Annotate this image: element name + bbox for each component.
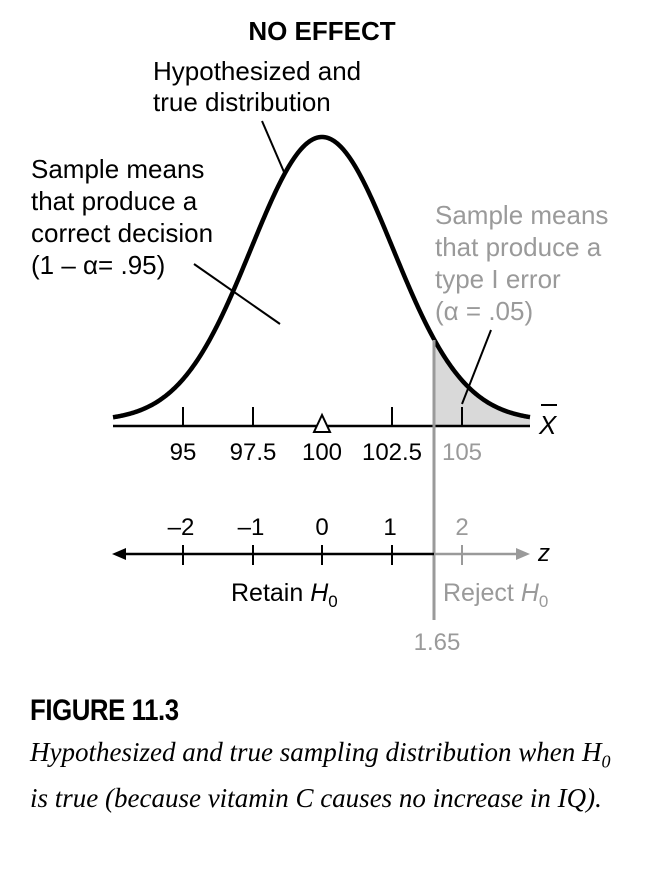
- error-label-line1: Sample means: [435, 200, 608, 230]
- diagram-title: NO EFFECT: [248, 16, 395, 46]
- figure-caption-text: Hypothesized and true sampling distribut…: [30, 734, 630, 817]
- caption-part2: is true (because vitamin C causes no inc…: [30, 783, 602, 814]
- distribution-label-line2: true distribution: [153, 87, 331, 117]
- z-axis-right-arrow: [516, 548, 530, 560]
- correct-label-line2: that produce a: [31, 186, 198, 216]
- distribution-label-line1: Hypothesized and: [153, 56, 361, 86]
- x-tick-label-105: 105: [442, 439, 482, 466]
- x-tick-label-100: 100: [302, 439, 342, 466]
- correct-label-line1: Sample means: [31, 154, 204, 184]
- x-tick-label-97-5: 97.5: [230, 439, 277, 466]
- distribution-pointer-line: [261, 120, 285, 173]
- mean-triangle: [312, 412, 332, 433]
- x-axis-symbol: X: [538, 410, 558, 440]
- bell-curve: [112, 134, 531, 420]
- critical-value-label: 1.65: [414, 629, 461, 656]
- x-tick-label-95: 95: [170, 439, 197, 466]
- caption-h-subscript: 0: [601, 751, 611, 772]
- correct-pointer-line: [193, 263, 281, 325]
- error-label-line2: that produce a: [435, 232, 602, 262]
- x-tick-label-102-5: 102.5: [362, 439, 422, 466]
- correct-label-line4: (1 – α= .95): [31, 250, 165, 280]
- caption-h-symbol: H: [581, 737, 602, 767]
- z-axis-symbol: z: [537, 540, 550, 567]
- z-axis-left-arrow: [112, 548, 126, 560]
- z-tick-label-2: 2: [455, 514, 468, 541]
- rejection-region-shade: [434, 339, 530, 426]
- retain-h0-label: Retain H0: [231, 579, 338, 611]
- error-label-line4: (α = .05): [435, 296, 533, 326]
- z-tick-label-neg2: –2: [168, 514, 195, 541]
- error-label-line3: type I error: [435, 264, 561, 294]
- z-tick-label-neg1: –1: [238, 514, 265, 541]
- z-tick-label-1: 1: [383, 514, 396, 541]
- z-tick-label-0: 0: [315, 514, 328, 541]
- reject-h0-label: Reject H0: [443, 579, 548, 611]
- caption-part1: Hypothesized and true sampling distribut…: [30, 737, 582, 767]
- figure-caption-title: FIGURE 11.3: [30, 694, 179, 727]
- error-pointer-line: [461, 329, 492, 405]
- correct-label-line3: correct decision: [31, 218, 213, 248]
- distribution-diagram: 95 97.5 100 102.5 105 X –2 –1 0 1 2 z Re…: [31, 16, 608, 656]
